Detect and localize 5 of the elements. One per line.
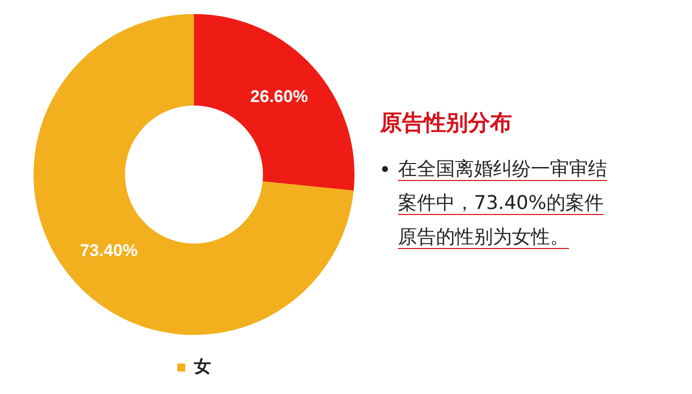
text: 在全国离婚纠纷一审审结案件中，73.40%的案件原告的性别为女性。 bbox=[398, 157, 608, 250]
text: 原告性别分布 bbox=[380, 110, 513, 138]
data-label: 26.60% bbox=[250, 87, 308, 106]
data-label: 73.40% bbox=[80, 241, 138, 260]
legend-label: 女 bbox=[192, 356, 211, 377]
